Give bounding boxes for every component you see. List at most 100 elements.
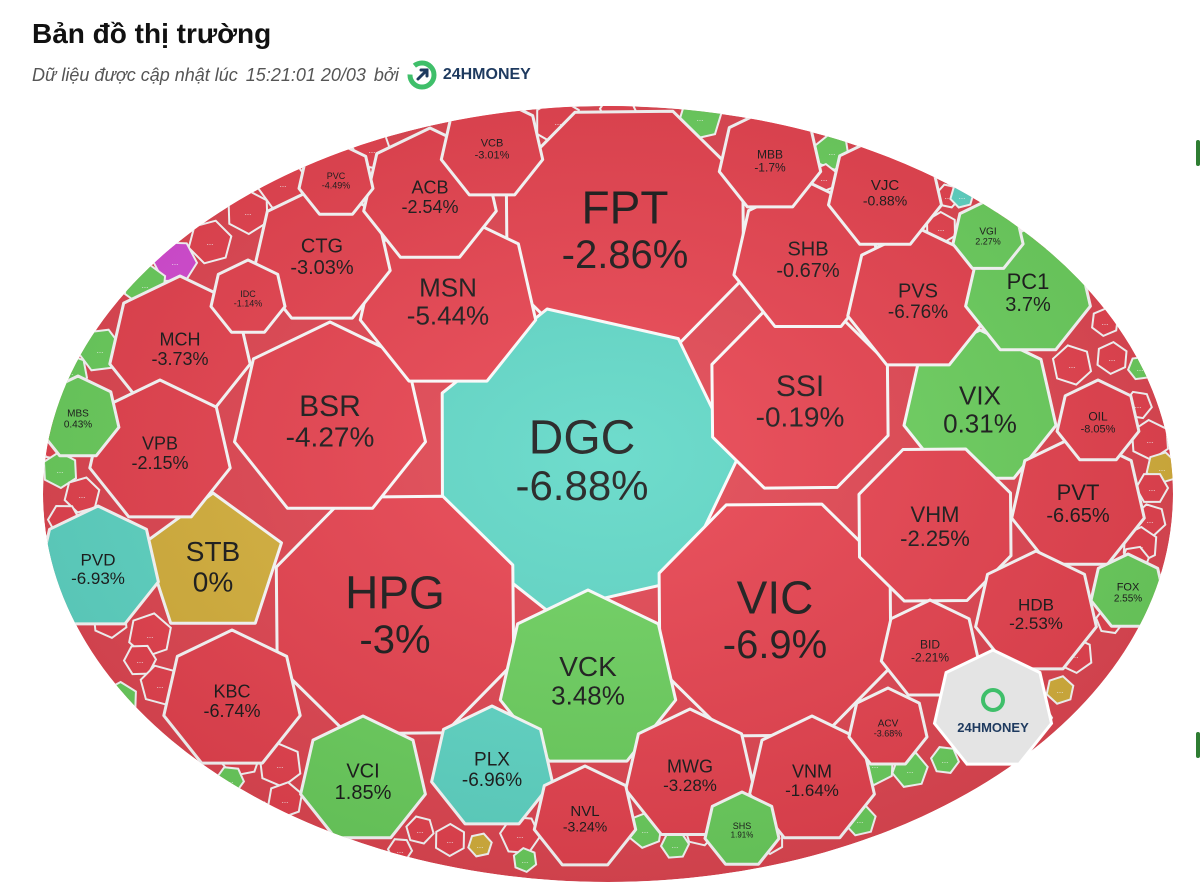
small-stock-cell[interactable]: ... xyxy=(434,822,466,858)
small-stock-label: ... xyxy=(1109,354,1116,363)
small-stock-label: ... xyxy=(207,238,214,247)
stock-ticker: PVT xyxy=(1057,480,1100,505)
small-stock-label: ... xyxy=(117,696,124,705)
scroll-indicator xyxy=(1196,140,1200,166)
small-stock-label: ... xyxy=(142,281,149,290)
stock-change: -2.15% xyxy=(131,453,188,473)
small-stock-label: ... xyxy=(280,180,287,189)
stock-ticker: MCH xyxy=(160,330,201,350)
small-stock-label: ... xyxy=(642,826,649,835)
stock-change: -2.53% xyxy=(1009,614,1063,633)
stock-cell-idc[interactable]: IDC-1.14% xyxy=(209,258,287,334)
brand-logo-icon xyxy=(407,60,437,90)
small-stock-label: ... xyxy=(137,656,144,665)
stock-change: 0% xyxy=(193,567,233,598)
stock-change: -6.96% xyxy=(462,770,522,791)
update-by: bởi xyxy=(373,64,399,85)
stock-ticker: VIX xyxy=(959,380,1001,410)
brand-name: 24HMONEY xyxy=(442,66,531,83)
update-time: 15:21:01 20/03 xyxy=(245,64,366,85)
stock-ticker: FPT xyxy=(582,182,669,234)
watermark-logo-icon xyxy=(981,688,1005,712)
stock-change: -2.54% xyxy=(401,197,458,217)
small-stock-shape xyxy=(242,801,274,829)
stock-change: -0.88% xyxy=(863,192,907,208)
small-stock-label: ... xyxy=(1102,318,1109,327)
stock-change: 2.55% xyxy=(1114,594,1142,605)
small-stock-label: ... xyxy=(447,836,454,845)
stock-change: -3.24% xyxy=(563,818,607,834)
stock-change: -2.86% xyxy=(562,233,689,277)
small-stock-label: ... xyxy=(79,491,86,500)
small-stock-label: ... xyxy=(147,631,154,640)
stock-change: -3.28% xyxy=(663,776,717,795)
stock-change: -3.03% xyxy=(290,257,354,279)
small-stock-label: ... xyxy=(942,756,949,765)
small-stock-cell[interactable]: ... xyxy=(242,801,274,829)
small-stock-shape xyxy=(103,680,137,720)
watermark-shape xyxy=(932,648,1054,766)
stock-ticker: HDB xyxy=(1018,596,1054,615)
stock-ticker: OIL xyxy=(1088,409,1108,423)
stock-ticker: VCB xyxy=(481,137,504,149)
stock-ticker: VCK xyxy=(559,651,617,682)
small-stock-label: ... xyxy=(1069,361,1076,370)
brand-logo[interactable]: 24HMONEY xyxy=(407,60,531,90)
small-stock-cell[interactable]: ... xyxy=(512,846,538,874)
stock-ticker: MBS xyxy=(67,409,89,420)
watermark-badge: 24HMONEY xyxy=(932,648,1054,766)
small-stock-label: ... xyxy=(959,192,966,201)
small-stock-label: ... xyxy=(1147,436,1154,445)
stock-ticker: KBC xyxy=(213,682,250,702)
small-stock-label: ... xyxy=(172,258,179,267)
stock-cell-hpg[interactable]: HPG-3% xyxy=(274,494,516,736)
stock-ticker: MWG xyxy=(667,757,713,777)
small-stock-label: ... xyxy=(1149,484,1156,493)
stock-ticker: VCI xyxy=(346,760,379,782)
stock-cell-pvc[interactable]: PVC-4.49% xyxy=(297,140,375,216)
small-stock-label: ... xyxy=(477,841,484,850)
small-stock-cell[interactable]: ... xyxy=(1126,355,1154,381)
small-stock-label: ... xyxy=(907,766,914,775)
stock-ticker: VNM xyxy=(792,762,832,782)
stock-ticker: ACB xyxy=(411,178,448,198)
stock-change: -1.14% xyxy=(234,299,263,309)
small-stock-cell[interactable]: ... xyxy=(386,838,414,862)
update-info: Dữ liệu được cập nhật lúc 15:21:01 20/03… xyxy=(32,60,531,90)
stock-cell-ssi[interactable]: SSI-0.19% xyxy=(710,310,890,490)
stock-ticker: BID xyxy=(920,637,940,651)
stock-ticker: IDC xyxy=(240,289,256,299)
stock-change: -1.7% xyxy=(754,160,786,174)
small-stock-label: ... xyxy=(57,466,64,475)
stock-change: -6.93% xyxy=(71,569,125,588)
stock-change: 1.85% xyxy=(335,782,392,804)
stock-change: -3.73% xyxy=(151,349,208,369)
stock-ticker: PLX xyxy=(474,749,510,770)
stock-cell-vic[interactable]: VIC-6.9% xyxy=(657,502,893,738)
small-stock-cell[interactable]: ... xyxy=(659,831,691,859)
small-stock-cell[interactable]: ... xyxy=(103,680,137,720)
small-stock-cell[interactable]: ... xyxy=(1112,667,1138,693)
stock-ticker: PVD xyxy=(81,551,116,570)
small-stock-label: ... xyxy=(282,796,289,805)
stock-ticker: VIC xyxy=(737,572,814,624)
update-prefix: Dữ liệu được cập nhật lúc xyxy=(32,64,238,85)
small-stock-label: ... xyxy=(255,811,262,820)
stock-change: 2.27% xyxy=(975,237,1001,247)
small-stock-label: ... xyxy=(369,146,376,155)
stock-change: -4.27% xyxy=(286,422,375,453)
small-stock-label: ... xyxy=(1147,516,1154,525)
small-stock-label: ... xyxy=(672,841,679,850)
small-stock-label: ... xyxy=(157,681,164,690)
stock-ticker: BSR xyxy=(299,390,361,423)
stock-ticker: MSN xyxy=(419,272,477,302)
stock-change: -3.68% xyxy=(874,729,903,739)
small-stock-label: ... xyxy=(697,114,704,123)
small-stock-label: ... xyxy=(522,856,529,865)
watermark-text: 24HMONEY xyxy=(957,720,1029,735)
small-stock-label: ... xyxy=(227,776,234,785)
